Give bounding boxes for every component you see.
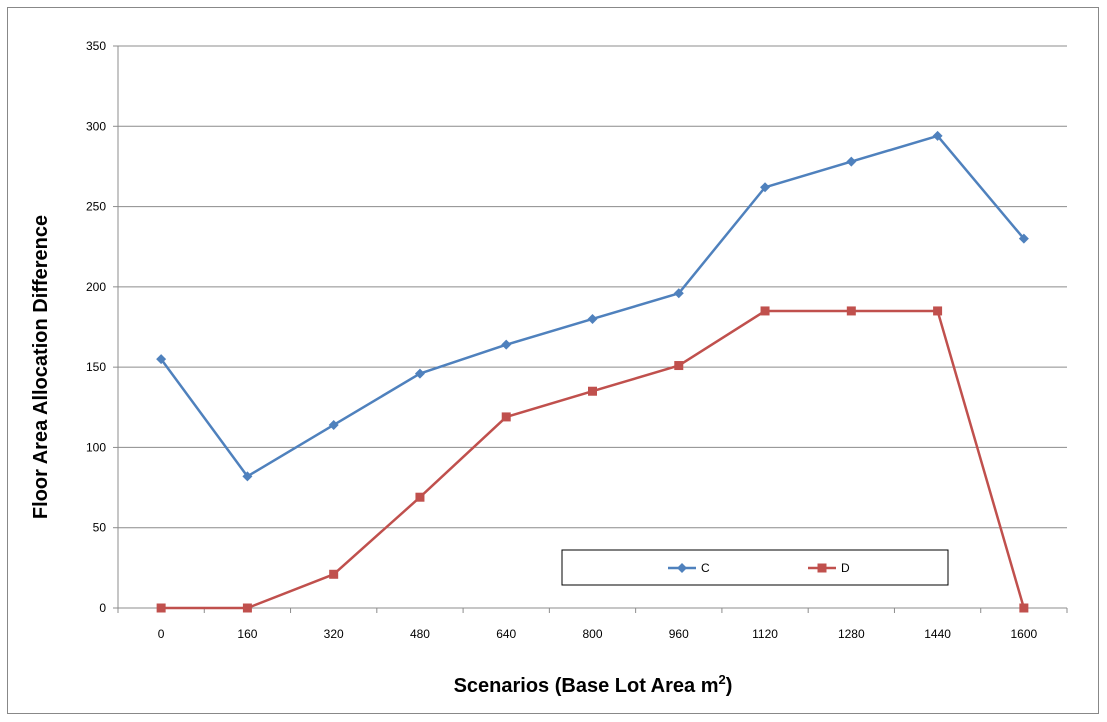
- x-tick-label: 160: [237, 627, 257, 641]
- data-point-D: [846, 306, 856, 316]
- data-point-D: [588, 386, 597, 396]
- x-tick-label: 1120: [752, 627, 778, 641]
- x-tick-label: 960: [669, 627, 689, 641]
- x-tick-label: 480: [410, 627, 430, 641]
- y-tick-label: 350: [86, 39, 106, 53]
- data-point-C: [242, 471, 253, 482]
- data-point-D: [1019, 603, 1029, 613]
- data-point-C: [760, 182, 771, 193]
- series-D: [156, 306, 1029, 613]
- y-tick-label: 150: [86, 360, 106, 374]
- y-tick-labels: 0 50 100 150 200 250 300 350: [86, 39, 106, 615]
- data-point-C: [932, 130, 943, 141]
- x-axis-title: Scenarios (Base Lot Area m2): [454, 672, 733, 697]
- x-axis-title-suffix: ): [726, 675, 733, 697]
- data-point-D: [933, 306, 943, 316]
- y-tick-label: 300: [86, 119, 106, 133]
- x-axis-title-superscript: 2: [719, 672, 726, 687]
- data-point-D: [156, 603, 166, 613]
- x-tick-label: 0: [158, 627, 165, 641]
- series-layer: [156, 130, 1029, 613]
- x-tick-label: 800: [582, 627, 602, 641]
- data-point-C: [156, 354, 167, 365]
- legend-box: [561, 549, 949, 586]
- x-tick-labels: 0 160 320 480 640 800 960 1120 1280 1440 1600: [158, 627, 1038, 641]
- data-point-D: [329, 569, 339, 579]
- x-tick-label: 640: [496, 627, 516, 641]
- data-point-D: [242, 603, 252, 613]
- y-tick-label: 100: [86, 440, 106, 454]
- data-point-C: [1018, 233, 1029, 244]
- x-axis-title-main: Scenarios (Base Lot Area m: [454, 675, 719, 697]
- data-point-D: [760, 306, 770, 316]
- legend-label-D: D: [841, 561, 850, 575]
- x-tick-label: 1600: [1011, 627, 1038, 641]
- data-point-D: [415, 492, 425, 502]
- chart-frame: [7, 7, 1099, 714]
- series-C: [156, 130, 1029, 482]
- data-point-C: [501, 339, 512, 350]
- y-axis-title: Floor Area Allocation Difference: [30, 215, 52, 519]
- legend-marker-D: [817, 563, 827, 573]
- x-tick-label: 1440: [924, 627, 951, 641]
- y-tick-label: 50: [93, 521, 107, 535]
- data-point-C: [846, 156, 857, 167]
- data-point-D: [501, 412, 511, 422]
- x-tick-label: 1280: [838, 627, 865, 641]
- series-line-C: [160, 134, 1025, 478]
- data-point-C: [587, 313, 598, 324]
- y-tick-label: 250: [86, 200, 106, 214]
- legend-label-C: C: [701, 561, 710, 575]
- y-tick-label: 200: [86, 280, 106, 294]
- data-point-C: [673, 288, 684, 299]
- axes: [113, 45, 1068, 613]
- data-point-C: [414, 368, 425, 379]
- data-point-C: [328, 419, 339, 430]
- data-point-D: [674, 361, 684, 371]
- y-tick-label: 0: [99, 601, 106, 615]
- legend-marker-C: [677, 563, 687, 573]
- x-tick-label: 320: [324, 627, 344, 641]
- gridlines: [118, 45, 1067, 529]
